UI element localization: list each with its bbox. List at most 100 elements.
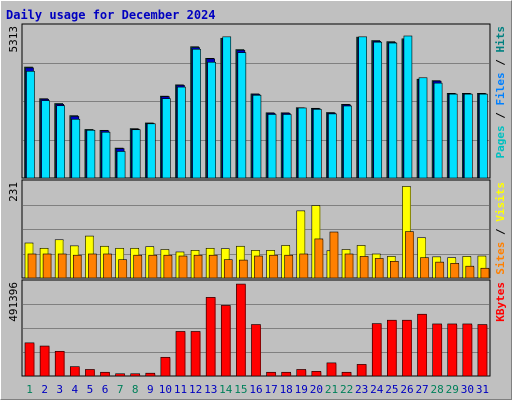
- day-label-12: 12: [189, 383, 202, 396]
- bar-pages-day-16: [252, 94, 262, 179]
- day-label-20: 20: [310, 383, 323, 396]
- day-label-25: 25: [385, 383, 398, 396]
- day-label-8: 8: [132, 383, 139, 396]
- bar-pages-day-25: [388, 42, 398, 179]
- bar-pages-day-22: [343, 105, 352, 179]
- bar-pages-day-12: [192, 48, 201, 179]
- bar-kbytes-day-1: [24, 342, 35, 377]
- bar-pages-day-11: [177, 86, 186, 179]
- bar-kbytes-day-3: [54, 350, 65, 377]
- bar-pages-day-3: [56, 105, 65, 179]
- legend-entry: KBytes: [494, 282, 507, 322]
- bar-kbytes-day-20: [311, 371, 322, 377]
- bar-sites-day-31: [480, 267, 490, 279]
- bar-sites-day-25: [390, 261, 399, 279]
- day-label-5: 5: [87, 383, 94, 396]
- bar-sites-day-30: [465, 265, 475, 279]
- legend-entry: Visits: [494, 182, 507, 222]
- bar-sites-day-6: [103, 253, 112, 279]
- bar-sites-day-10: [163, 254, 173, 279]
- bar-pages-day-6: [101, 131, 111, 179]
- bar-kbytes-day-31: [477, 324, 488, 377]
- legend-entry: Files: [494, 72, 507, 105]
- bar-sites-day-28: [435, 261, 444, 279]
- legend-entry: /: [494, 106, 507, 126]
- bar-kbytes-day-17: [266, 371, 276, 377]
- bar-sites-day-19: [299, 253, 309, 279]
- day-label-15: 15: [234, 383, 247, 396]
- day-label-1: 1: [26, 383, 33, 396]
- bar-pages-day-15: [237, 52, 247, 179]
- day-label-3: 3: [56, 383, 63, 396]
- bar-kbytes-day-10: [160, 356, 171, 377]
- bar-kbytes-day-8: [130, 373, 140, 377]
- bar-kbytes-day-22: [341, 371, 352, 377]
- bar-kbytes-day-16: [251, 324, 261, 377]
- bar-pages-day-28: [433, 82, 443, 179]
- bar-pages-day-17: [267, 114, 277, 179]
- bar-pages-day-9: [146, 123, 156, 179]
- day-label-27: 27: [415, 383, 428, 396]
- bar-kbytes-day-28: [432, 323, 442, 377]
- day-label-19: 19: [295, 383, 308, 396]
- bar-kbytes-day-4: [69, 366, 80, 377]
- bar-pages-day-13: [207, 61, 216, 179]
- bar-kbytes-day-12: [190, 331, 201, 377]
- bar-pages-day-24: [373, 41, 383, 179]
- day-label-13: 13: [204, 383, 217, 396]
- bar-kbytes-day-26: [402, 319, 412, 377]
- legend-kbytes: KBytes: [494, 282, 507, 322]
- bar-kbytes-day-6: [100, 371, 110, 377]
- bar-pages-day-29: [448, 93, 458, 179]
- bar-pages-day-23: [358, 36, 367, 179]
- bar-pages-day-10: [162, 98, 171, 179]
- day-label-30: 30: [461, 383, 474, 396]
- bar-pages-day-26: [403, 35, 413, 179]
- bar-kbytes-day-9: [145, 372, 156, 377]
- bar-kbytes-day-25: [387, 319, 397, 377]
- bar-sites-day-4: [72, 254, 82, 279]
- legend-entry: /: [494, 222, 507, 242]
- day-label-4: 4: [72, 383, 79, 396]
- bar-sites-day-5: [88, 253, 97, 279]
- bar-kbytes-day-7: [115, 373, 125, 377]
- legend-hits-files-pages: Pages / Files / Hits: [494, 26, 507, 159]
- bar-sites-day-20: [314, 238, 324, 279]
- bar-sites-day-12: [193, 254, 203, 279]
- day-label-7: 7: [117, 383, 124, 396]
- bar-kbytes-day-15: [236, 283, 246, 377]
- bar-kbytes-day-13: [205, 297, 216, 377]
- day-label-24: 24: [370, 383, 384, 396]
- bar-sites-day-21: [329, 231, 339, 279]
- day-label-26: 26: [400, 383, 413, 396]
- legend-entry: /: [494, 53, 507, 73]
- bar-kbytes-day-11: [175, 331, 186, 377]
- bar-pages-day-30: [464, 93, 473, 179]
- bar-kbytes-day-18: [281, 371, 291, 377]
- bar-pages-day-1: [26, 70, 35, 179]
- bar-sites-day-27: [420, 257, 429, 279]
- day-label-21: 21: [325, 383, 338, 396]
- bar-pages-day-20: [313, 109, 322, 179]
- bar-pages-day-19: [297, 107, 307, 179]
- ymax-label: 5313: [7, 26, 20, 53]
- day-label-10: 10: [159, 383, 172, 396]
- bar-kbytes-day-23: [356, 364, 367, 377]
- bar-kbytes-day-24: [371, 323, 382, 377]
- bar-sites-day-17: [269, 254, 278, 279]
- bar-kbytes-day-21: [326, 362, 337, 377]
- bar-kbytes-day-2: [39, 345, 50, 377]
- day-label-31: 31: [476, 383, 489, 396]
- bar-pages-day-8: [131, 129, 141, 179]
- legend-entry: Hits: [494, 26, 507, 53]
- bar-sites-day-22: [344, 253, 354, 279]
- bar-sites-day-9: [148, 254, 158, 279]
- bar-sites-day-2: [42, 253, 52, 279]
- bar-pages-day-5: [86, 129, 96, 179]
- bar-kbytes-day-29: [447, 323, 458, 377]
- day-label-2: 2: [41, 383, 48, 396]
- day-label-22: 22: [340, 383, 353, 396]
- bar-pages-day-21: [328, 113, 337, 179]
- bar-sites-day-1: [27, 253, 37, 279]
